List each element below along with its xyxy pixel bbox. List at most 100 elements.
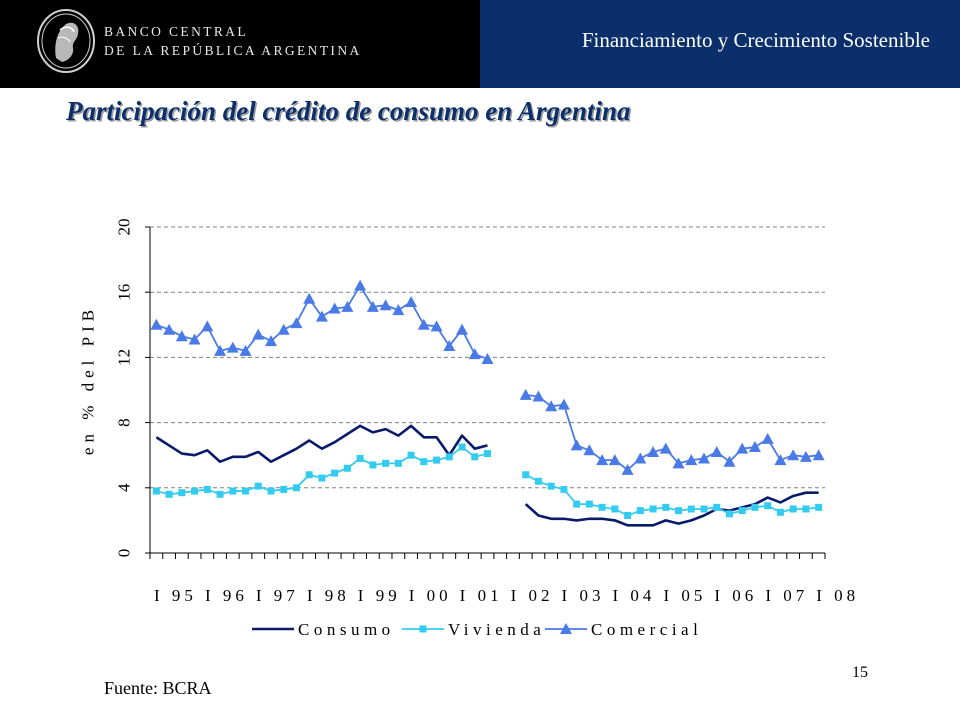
data-point-vivienda xyxy=(216,490,224,498)
data-point-vivienda xyxy=(203,485,211,493)
data-point-vivienda xyxy=(356,454,364,462)
y-tick-label: 20 xyxy=(115,219,134,236)
data-point-comercial xyxy=(290,317,303,329)
data-point-vivienda xyxy=(764,502,772,510)
bank-name-line2: DE LA REPÚBLICA ARGENTINA xyxy=(104,43,362,58)
data-point-comercial xyxy=(710,445,723,457)
section-title: Financiamiento y Crecimiento Sostenible xyxy=(581,28,930,52)
data-point-vivienda xyxy=(522,471,530,479)
data-point-vivienda xyxy=(433,456,441,464)
data-point-vivienda xyxy=(178,489,186,497)
x-tick-label: I 07 xyxy=(765,586,808,605)
data-point-comercial xyxy=(532,390,545,402)
data-point-comercial xyxy=(456,323,469,335)
data-point-comercial xyxy=(557,398,570,410)
y-axis-title: en % del PIB xyxy=(79,305,98,455)
x-tick-label: I 00 xyxy=(409,586,452,605)
y-tick-label: 16 xyxy=(115,284,134,301)
data-point-vivienda xyxy=(394,459,402,467)
x-tick-label: I 02 xyxy=(511,586,554,605)
data-point-vivienda xyxy=(776,508,784,516)
bank-name-line1: BANCO CENTRAL xyxy=(104,24,249,39)
data-point-comercial xyxy=(583,444,596,456)
data-point-vivienda xyxy=(713,503,721,511)
y-tick-label: 0 xyxy=(115,549,134,558)
data-point-comercial xyxy=(264,335,277,347)
x-tick-label: I 98 xyxy=(307,586,350,605)
y-tick-label: 12 xyxy=(115,349,134,366)
data-point-vivienda xyxy=(534,477,542,485)
data-point-vivienda xyxy=(471,453,479,461)
x-tick-label: I 05 xyxy=(663,586,706,605)
legend-marker-comercial xyxy=(560,623,572,634)
x-tick-label: I 99 xyxy=(358,586,401,605)
data-point-vivienda xyxy=(789,505,797,513)
data-point-comercial xyxy=(417,318,430,330)
data-point-comercial xyxy=(761,432,774,444)
data-point-vivienda xyxy=(165,490,173,498)
data-point-vivienda xyxy=(802,505,810,513)
data-point-comercial xyxy=(366,300,379,312)
data-point-vivienda xyxy=(700,505,708,513)
data-point-comercial xyxy=(188,333,201,345)
data-point-comercial xyxy=(672,457,685,469)
slide-title: Participación del crédito de consumo en … xyxy=(66,96,631,126)
y-tick-label: 4 xyxy=(115,483,134,492)
page-number: 15 xyxy=(852,664,868,681)
data-point-comercial xyxy=(659,442,672,454)
data-point-comercial xyxy=(545,400,558,412)
data-point-vivienda xyxy=(242,487,250,495)
data-point-comercial xyxy=(685,454,698,466)
data-point-comercial xyxy=(405,295,418,307)
data-point-comercial xyxy=(303,292,316,304)
series-line-comercial xyxy=(525,393,819,471)
legend-label-consumo: Consumo xyxy=(298,620,395,639)
data-point-vivienda xyxy=(725,510,733,518)
data-point-comercial xyxy=(698,452,711,464)
series-line-consumo xyxy=(155,424,488,464)
x-tick-label: I 08 xyxy=(816,586,859,605)
data-point-comercial xyxy=(570,439,583,451)
data-point-vivienda xyxy=(267,487,275,495)
data-point-vivienda xyxy=(649,505,657,513)
data-point-comercial xyxy=(799,450,812,462)
data-point-vivienda xyxy=(585,500,593,508)
legend-label-comercial: Comercial xyxy=(591,620,702,639)
data-point-vivienda xyxy=(611,505,619,513)
x-tick-label: I 96 xyxy=(205,586,248,605)
data-point-comercial xyxy=(163,323,176,335)
bcra-seal-icon xyxy=(37,9,95,73)
data-point-comercial xyxy=(736,442,749,454)
data-point-comercial xyxy=(328,302,341,314)
data-point-comercial xyxy=(774,454,787,466)
data-point-vivienda xyxy=(152,487,160,495)
data-point-comercial xyxy=(621,463,634,475)
x-tick-label: I 06 xyxy=(714,586,757,605)
data-point-vivienda xyxy=(254,482,262,490)
data-point-vivienda xyxy=(191,487,199,495)
bank-name: BANCO CENTRAL DE LA REPÚBLICA ARGENTINA xyxy=(104,22,362,60)
data-point-vivienda xyxy=(382,459,390,467)
x-tick-label: I 03 xyxy=(562,586,605,605)
data-point-vivienda xyxy=(407,451,415,459)
data-point-comercial xyxy=(239,344,252,356)
legend-label-vivienda: Vivienda xyxy=(448,620,545,639)
legend-marker-vivienda xyxy=(419,625,427,633)
data-point-comercial xyxy=(812,449,825,461)
x-tick-label: I 95 xyxy=(154,586,197,605)
data-point-vivienda xyxy=(229,487,237,495)
source-note: Fuente: BCRA xyxy=(104,678,212,698)
data-point-vivienda xyxy=(662,503,670,511)
header-blue-panel xyxy=(480,0,960,88)
data-point-vivienda xyxy=(343,464,351,472)
data-point-comercial xyxy=(175,330,188,342)
data-point-vivienda xyxy=(675,507,683,515)
data-point-comercial xyxy=(748,441,761,453)
data-point-vivienda xyxy=(598,503,606,511)
data-point-comercial xyxy=(201,320,214,332)
header-dark-panel: BANCO CENTRAL DE LA REPÚBLICA ARGENTINA xyxy=(0,0,480,88)
data-point-vivienda xyxy=(573,500,581,508)
data-point-vivienda xyxy=(560,485,568,493)
data-point-comercial xyxy=(430,320,443,332)
data-point-comercial xyxy=(277,323,290,335)
